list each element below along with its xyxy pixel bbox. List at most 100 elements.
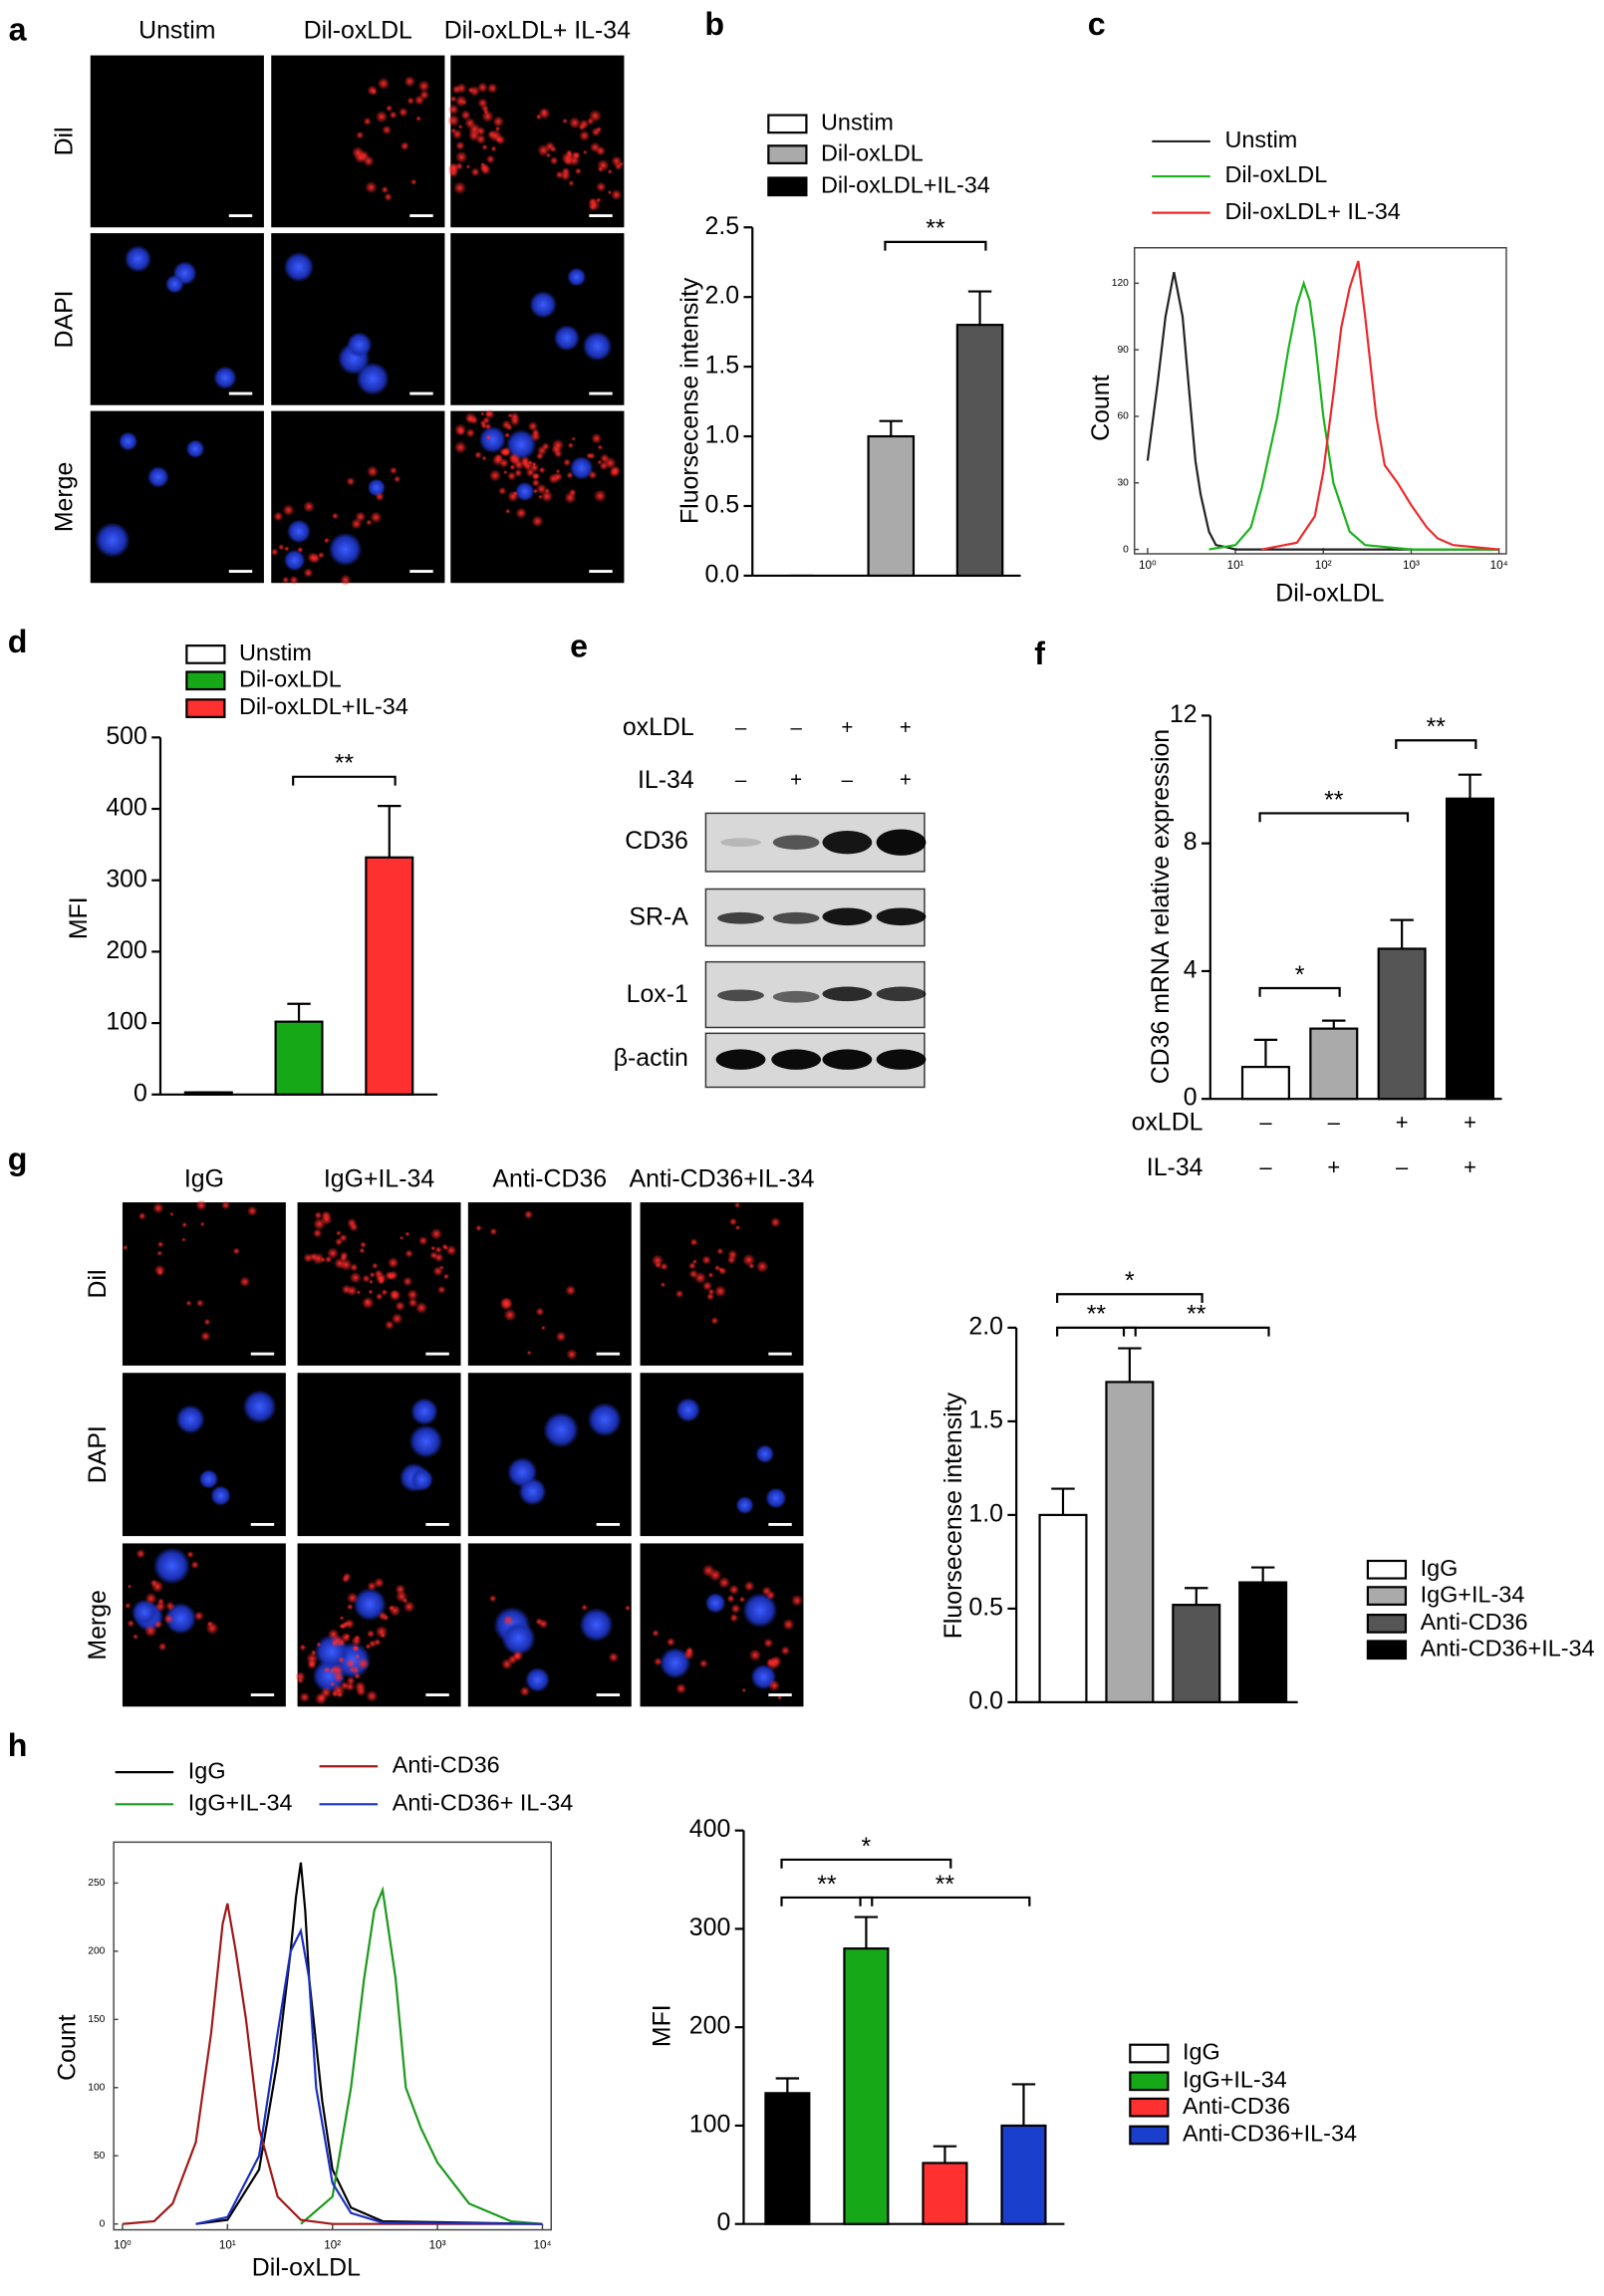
plot-frame: [1133, 246, 1507, 555]
legend-label: Anti-CD36+IL-34: [1421, 1635, 1595, 1660]
nucleus: [765, 1487, 787, 1509]
red-dot: [562, 118, 568, 125]
red-dot: [652, 1629, 660, 1638]
bar: [1309, 1027, 1359, 1101]
red-dot: [163, 1614, 174, 1625]
red-dot: [356, 130, 365, 139]
treatment-sign: –: [735, 716, 747, 739]
significance-bracket: [859, 1896, 1031, 1907]
y-tick-label: 2.0: [704, 282, 739, 310]
red-dot: [133, 1634, 138, 1641]
red-dot: [345, 1634, 351, 1639]
red-dot: [306, 1653, 319, 1665]
red-dot: [400, 140, 409, 151]
red-dot: [770, 1656, 782, 1667]
treatment-sign: +: [1464, 1110, 1476, 1135]
x-tick-label: 10¹: [1227, 559, 1244, 572]
legend-label: IgG: [1421, 1555, 1459, 1581]
nucleus: [409, 1467, 434, 1492]
legend-label: Unstim: [239, 639, 312, 665]
x-tick-label: 10⁰: [1139, 559, 1157, 572]
red-dot: [375, 110, 389, 124]
micrograph: [270, 410, 445, 587]
legend-swatch: [1129, 2071, 1170, 2092]
red-dot: [593, 489, 607, 503]
red-dot: [541, 1325, 546, 1331]
nucleus: [95, 522, 131, 558]
treatment-label: IL-34: [638, 766, 694, 794]
red-dot: [535, 1307, 545, 1317]
x-axis-label: Dil-oxLDL: [1275, 580, 1384, 608]
nucleus: [118, 431, 138, 451]
y-tick-label: 100: [689, 2111, 730, 2139]
red-dot: [597, 166, 604, 172]
nucleus: [478, 425, 507, 454]
panel-letter: d: [8, 624, 28, 659]
band: [717, 911, 764, 924]
micrograph: [122, 1543, 286, 1707]
red-dot: [513, 459, 525, 470]
micrograph: [640, 1201, 804, 1366]
nucleus: [553, 325, 581, 352]
red-dot: [127, 1620, 135, 1628]
significance-bracket: [884, 240, 987, 251]
treatment-label: oxLDL: [623, 713, 694, 741]
red-dot: [477, 98, 488, 109]
nucleus: [514, 481, 535, 502]
red-dot: [588, 452, 596, 460]
red-dot: [512, 490, 518, 497]
red-dot: [481, 110, 494, 124]
y-axis-label: Fluorsecense intensity: [675, 277, 703, 524]
legend-label: Dil-oxLDL+ IL-34: [1224, 198, 1400, 224]
red-dot: [181, 1237, 186, 1242]
red-dot: [349, 1271, 362, 1284]
red-dot: [574, 167, 582, 175]
red-dot: [549, 155, 559, 165]
red-dot: [666, 1637, 675, 1647]
legend-label: IgG+IL-34: [188, 1790, 293, 1816]
legend-label: Dil-oxLDL: [239, 665, 342, 691]
red-dot: [351, 1665, 361, 1675]
red-dot: [333, 1671, 345, 1683]
y-tick-label: 400: [689, 1815, 730, 1843]
red-dot: [406, 97, 415, 105]
nucleus: [755, 1444, 775, 1463]
red-dot: [597, 444, 604, 450]
red-dot: [346, 1285, 358, 1297]
red-dot: [568, 179, 575, 186]
red-dot: [506, 423, 513, 431]
red-dot: [330, 1681, 336, 1687]
red-dot: [770, 1216, 781, 1228]
red-dot: [404, 1249, 413, 1258]
legend-swatch: [185, 644, 226, 664]
red-dot: [156, 1269, 163, 1276]
band: [822, 830, 873, 855]
legend-swatch: [1366, 1559, 1408, 1580]
red-dot: [157, 1642, 167, 1652]
nucleus: [659, 1647, 691, 1679]
x-tick-label: 10³: [429, 2239, 446, 2252]
red-dot: [375, 491, 385, 502]
red-dot: [156, 1241, 164, 1248]
red-dot: [509, 464, 516, 471]
red-dot: [367, 85, 378, 96]
red-dot: [246, 1205, 258, 1217]
red-dot: [588, 470, 598, 480]
red-dot: [523, 1209, 534, 1219]
red-dot: [157, 1598, 164, 1606]
y-tick-label: 100: [88, 2082, 105, 2093]
red-dot: [363, 117, 372, 127]
histogram-line: [1146, 271, 1499, 551]
y-axis-label: MFI: [649, 2004, 676, 2047]
bar: [843, 1947, 890, 2225]
y-tick-label: 1.0: [968, 1499, 1003, 1527]
red-dot: [439, 1265, 444, 1270]
column-label: Anti-CD36: [492, 1165, 607, 1193]
y-tick-label: 300: [106, 865, 146, 893]
red-dot: [502, 469, 508, 475]
red-dot: [480, 164, 491, 175]
red-dot: [270, 548, 279, 557]
band: [876, 907, 927, 926]
band: [720, 838, 762, 848]
red-dot: [675, 1682, 687, 1694]
